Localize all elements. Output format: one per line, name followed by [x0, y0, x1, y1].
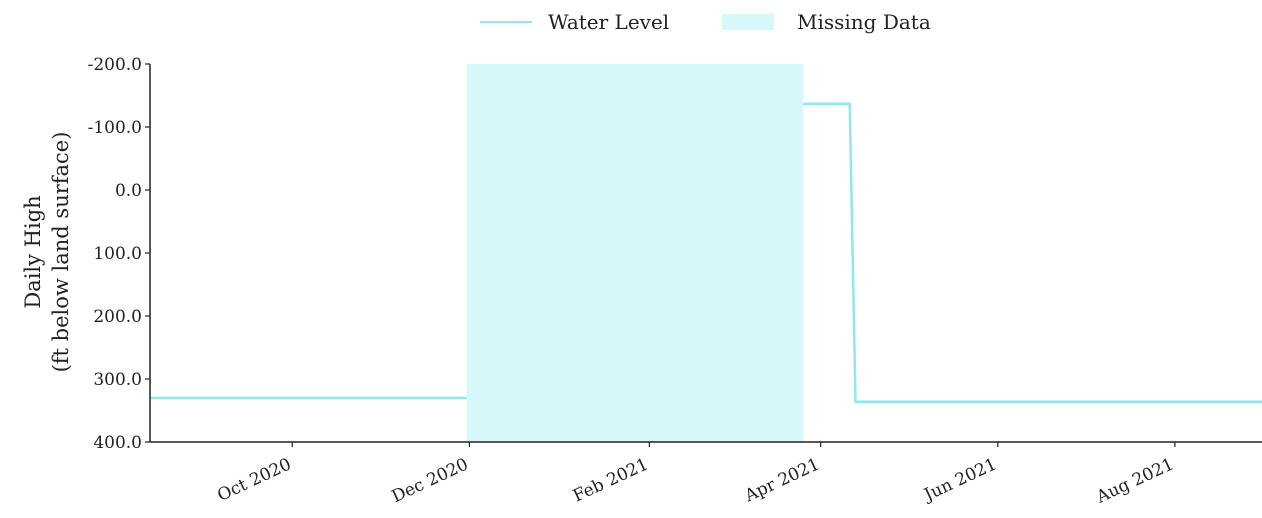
y-tick-label: 300.0 — [93, 370, 142, 390]
y-tick-label: -200.0 — [88, 55, 142, 75]
y-tick-label: 0.0 — [115, 181, 142, 201]
y-axis-title-line-1: Daily High — [21, 195, 45, 308]
y-tick-label: 400.0 — [93, 433, 142, 453]
x-tick-label: Feb 2021 — [570, 454, 651, 506]
legend-missing-data-swatch — [722, 14, 774, 30]
y-tick-label: 200.0 — [93, 307, 142, 327]
legend-missing-data-label: Missing Data — [797, 10, 931, 34]
water-level-line-segment-1 — [803, 102, 1262, 403]
x-tick-label: Oct 2020 — [214, 454, 294, 505]
x-tick-label: Jun 2021 — [919, 454, 999, 506]
y-tick-label: -100.0 — [88, 118, 142, 138]
legend: Water Level Missing Data — [480, 10, 931, 34]
missing-data-band-0 — [466, 64, 804, 442]
x-tick-label: Apr 2021 — [741, 454, 823, 506]
y-tick-label: 100.0 — [93, 244, 142, 264]
y-axis-title-line-2: (ft below land surface) — [49, 132, 73, 373]
x-tick-label: Aug 2021 — [1093, 454, 1177, 508]
x-tick-label: Dec 2020 — [389, 454, 472, 507]
legend-water-level-label: Water Level — [548, 10, 669, 34]
y-axis-title: Daily High (ft below land surface) — [21, 132, 73, 373]
plot-area: -200.0 -100.0 0.0 100.0 200.0 300.0 400.0 Oct 2… — [88, 55, 1262, 508]
